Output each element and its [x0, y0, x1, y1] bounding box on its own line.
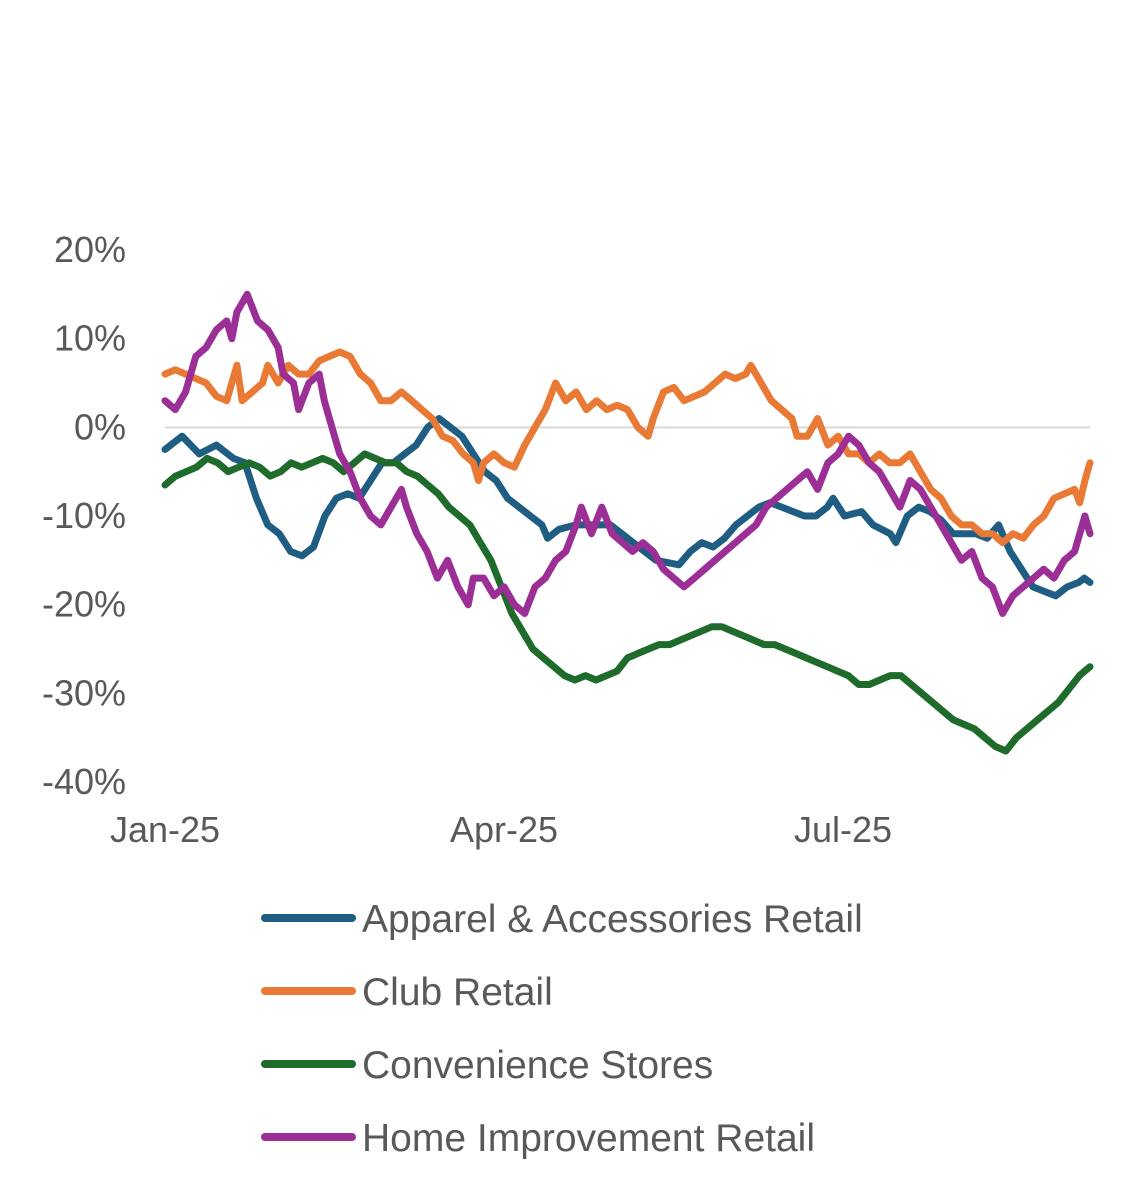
series-line-home-improvement-retail	[161, 290, 1094, 617]
y-tick-label: -10%	[42, 495, 126, 536]
y-tick-label: -20%	[42, 584, 126, 625]
y-tick-label: 10%	[54, 318, 126, 359]
legend: Apparel & Accessories Retail Club Retail C…	[261, 898, 863, 1160]
x-tick-label: Jan-25	[110, 809, 220, 850]
legend-label: Apparel & Accessories Retail	[362, 898, 863, 941]
legend-label: Club Retail	[362, 971, 553, 1014]
y-tick-label: 0%	[74, 406, 126, 447]
plot-area	[161, 290, 1094, 755]
series-line-club-retail	[161, 348, 1094, 547]
x-axis: Jan-25 Apr-25 Jul-25	[110, 809, 892, 850]
y-tick-label: -40%	[42, 761, 126, 802]
legend-label: Convenience Stores	[362, 1044, 713, 1087]
x-tick-label: Jul-25	[794, 809, 892, 850]
legend-label: Home Improvement Retail	[362, 1117, 815, 1160]
y-tick-label: 20%	[54, 229, 126, 270]
series-line-apparel-accessories-retail	[161, 415, 1094, 600]
series-line-convenience-stores	[161, 450, 1094, 755]
y-tick-label: -30%	[42, 672, 126, 713]
x-tick-label: Apr-25	[450, 809, 558, 850]
y-axis: 20% 10% 0% -10% -20% -30% -40%	[42, 229, 126, 802]
